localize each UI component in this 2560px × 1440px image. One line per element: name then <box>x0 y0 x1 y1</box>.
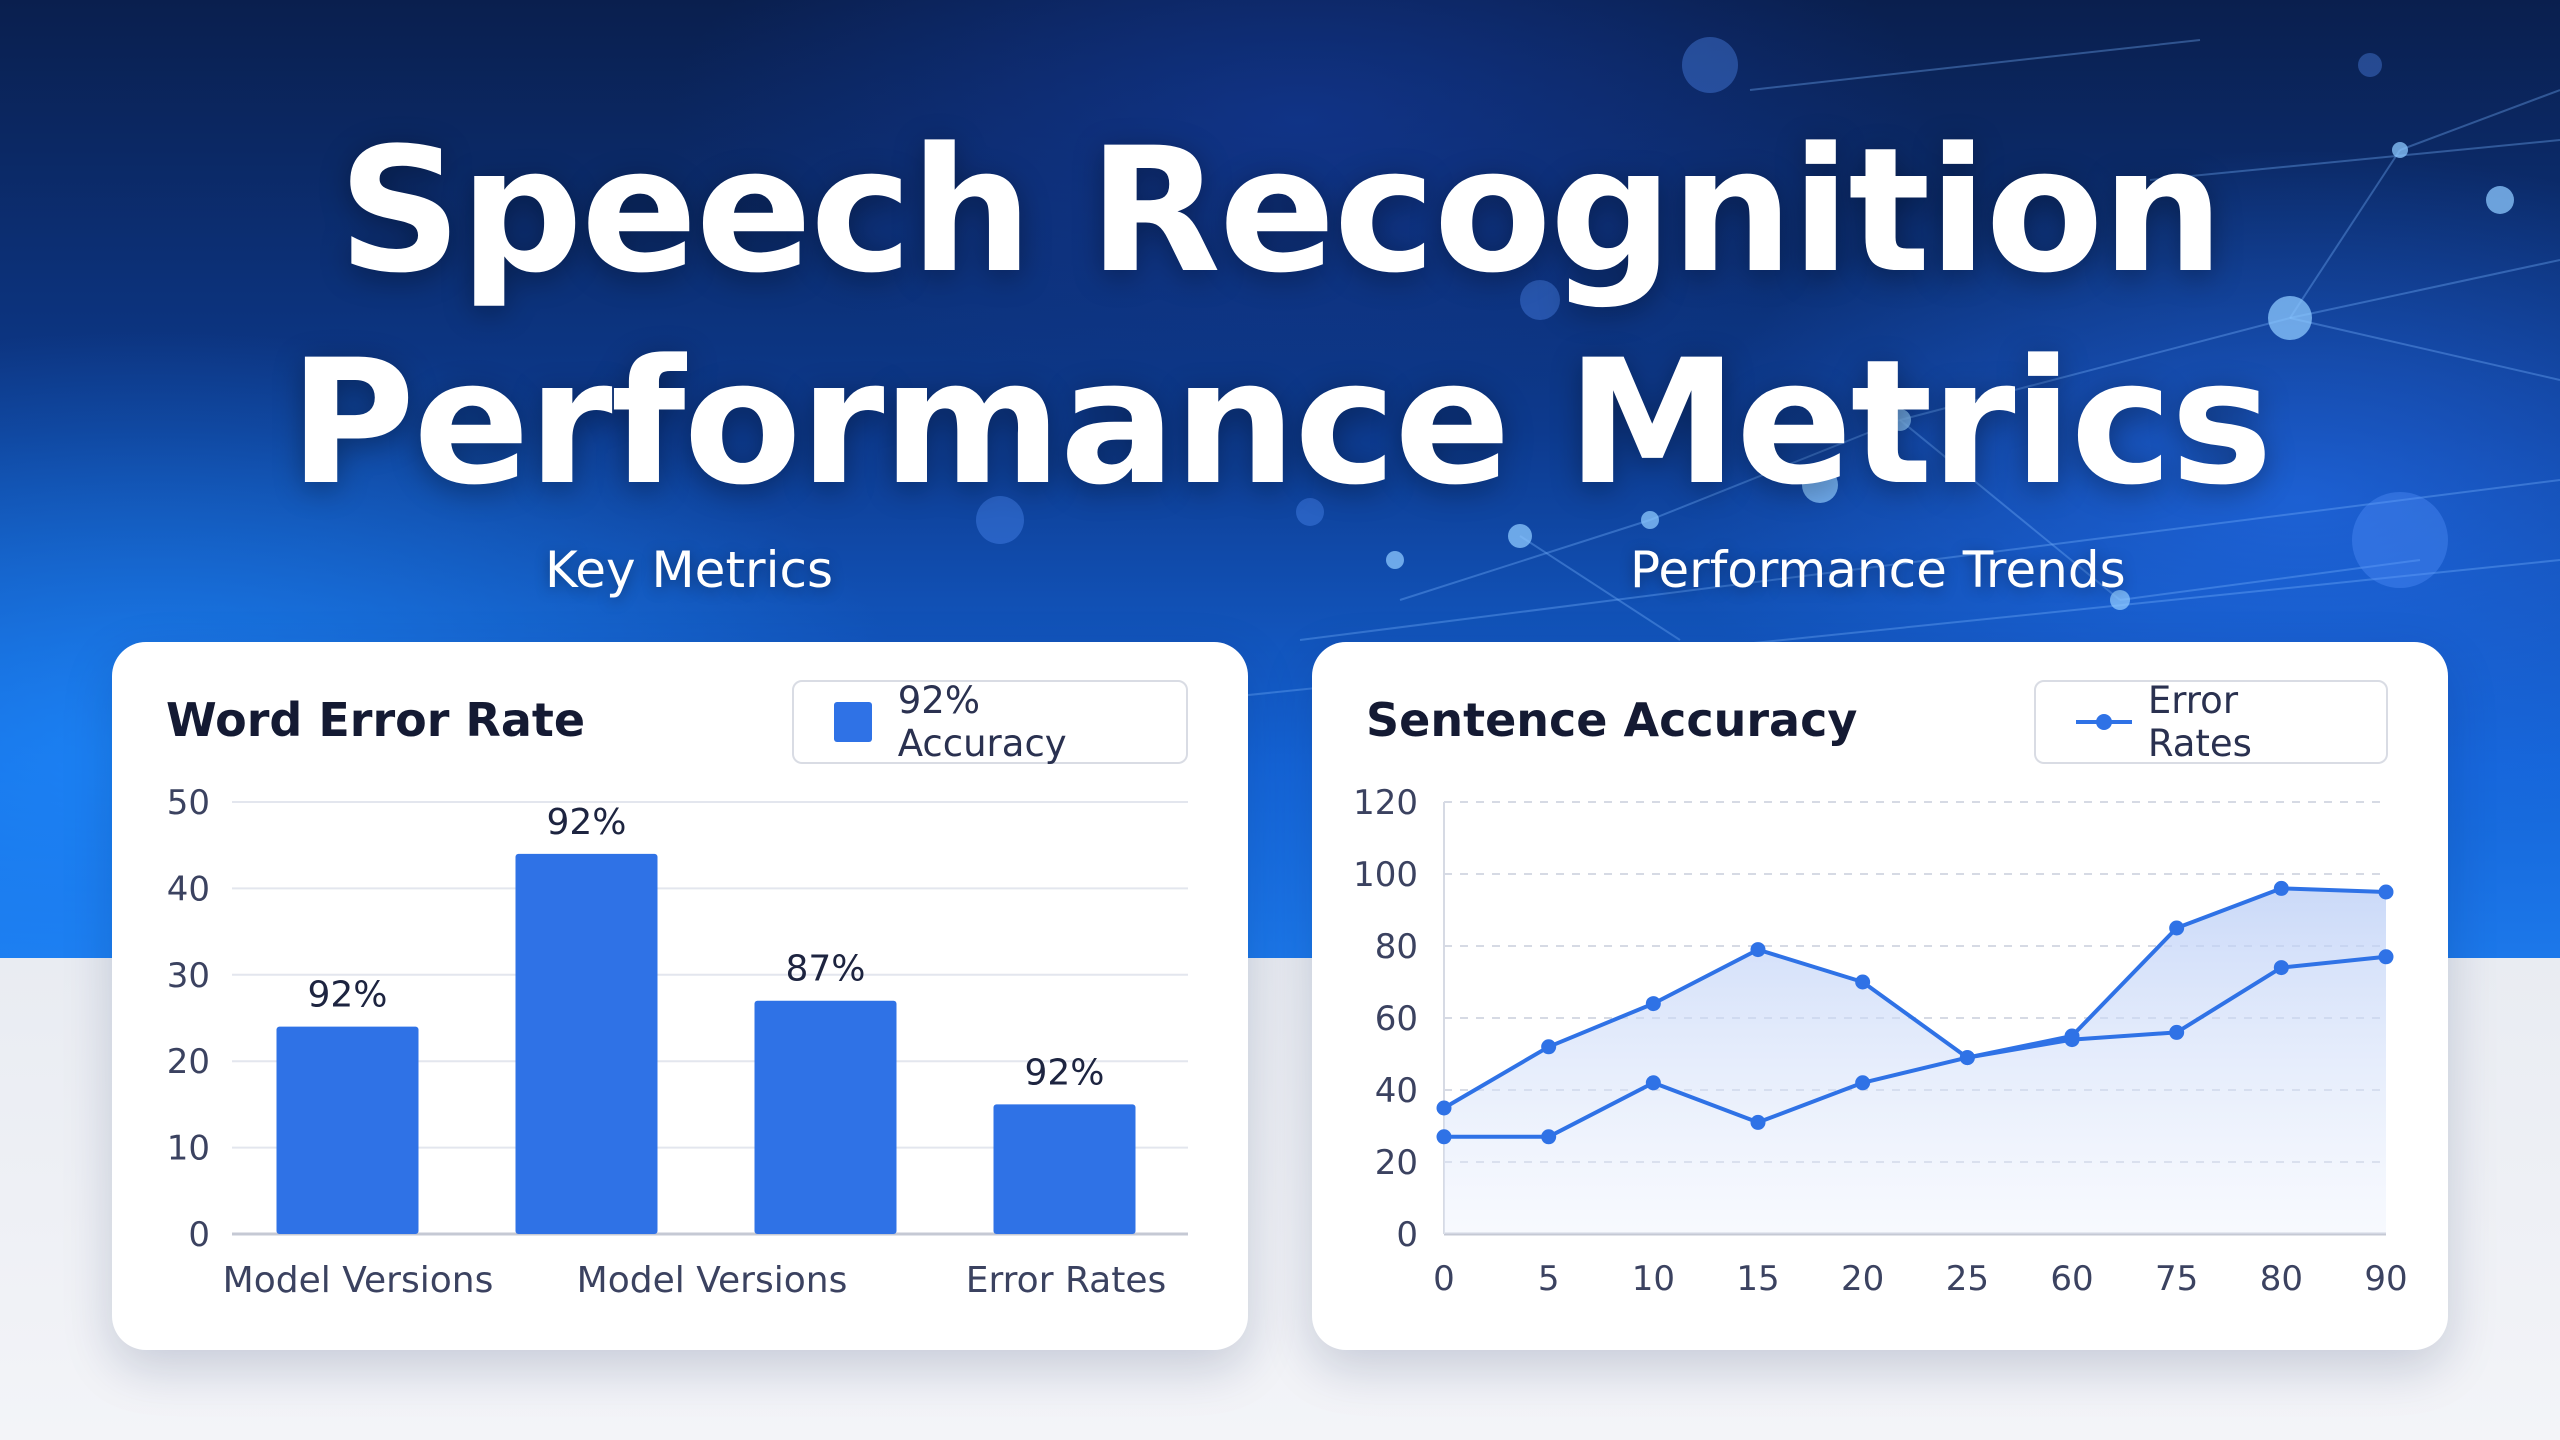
y-tick-label: 0 <box>188 1215 210 1255</box>
x-tick-label: 90 <box>2364 1259 2407 1299</box>
x-category-label: Model Versions <box>577 1260 848 1301</box>
x-tick-label: 15 <box>1736 1259 1779 1299</box>
x-tick-label: 0 <box>1433 1259 1455 1299</box>
data-point <box>1541 1039 1557 1055</box>
data-point <box>1645 1075 1661 1091</box>
page-title-line1: Speech Recognition <box>337 110 2224 311</box>
bar-data-label: 92% <box>1024 1052 1104 1093</box>
data-point <box>2169 920 2185 936</box>
x-tick-label: 60 <box>2050 1259 2093 1299</box>
x-category-label: Error Rates <box>966 1260 1167 1301</box>
legend-label: 92% Accuracy <box>897 679 1067 765</box>
x-tick-label: 5 <box>1538 1259 1560 1299</box>
x-category-label: Model Versions <box>223 1260 494 1301</box>
data-point <box>1855 1075 1871 1091</box>
data-point <box>1855 974 1871 990</box>
page-title-line2: Performance Metrics <box>289 322 2273 523</box>
x-tick-label: 20 <box>1841 1259 1884 1299</box>
data-point <box>1645 996 1661 1012</box>
sentence-accuracy-card: Sentence Accuracy Error Rates 0 20 40 60 80 1… <box>1312 642 2448 1350</box>
y-tick-label: 30 <box>167 956 210 996</box>
legend-line-marker <box>2076 702 2132 742</box>
data-point <box>1750 1114 1766 1130</box>
bar-data-label: 92% <box>307 975 387 1016</box>
bar <box>276 1026 419 1234</box>
data-point <box>2378 884 2394 900</box>
x-tick-label: 80 <box>2260 1259 2303 1299</box>
data-point <box>1436 1100 1452 1116</box>
line-chart: 0 20 40 60 80 100 120 0 5 10 15 20 25 60 75 80 90 <box>1353 783 2408 1299</box>
data-point <box>2169 1024 2185 1040</box>
data-point <box>1959 1050 1975 1066</box>
x-tick-label: 10 <box>1632 1259 1675 1299</box>
y-tick-label: 20 <box>1375 1143 1418 1183</box>
data-point <box>2273 880 2289 896</box>
word-error-rate-card: Word Error Rate 92% Accuracy 0 10 20 30 40 50… <box>112 642 1248 1350</box>
key-metrics-label: Key Metrics <box>545 541 834 599</box>
y-tick-label: 40 <box>1375 1071 1418 1111</box>
x-tick-label: 75 <box>2155 1259 2198 1299</box>
data-point <box>2064 1032 2080 1048</box>
legend-label: Error Rates <box>2147 679 2252 765</box>
network-decoration <box>976 37 2560 701</box>
bar-data-label: 92% <box>546 802 626 843</box>
y-tick-label: 120 <box>1353 783 1418 823</box>
data-point <box>1750 942 1766 958</box>
legend-swatch <box>834 702 872 742</box>
series-line-upper <box>1442 886 2387 1110</box>
bar-data-label: 87% <box>785 949 865 990</box>
y-tick-label: 60 <box>1375 999 1418 1039</box>
line-chart-legend: Error Rates <box>2034 679 2388 765</box>
bar-chart-title: Word Error Rate <box>166 693 586 747</box>
page-title: Speech Recognition Performance Metrics <box>0 105 2560 529</box>
shaded-area <box>1444 888 2386 1234</box>
y-tick-label: 80 <box>1375 927 1418 967</box>
bar-chart: 0 10 20 30 40 50 92% 92% 87% 92% Model Versions Mod… <box>167 783 1188 1301</box>
y-tick-label: 100 <box>1353 855 1418 895</box>
y-tick-label: 40 <box>167 869 210 909</box>
y-tick-label: 10 <box>167 1129 210 1169</box>
x-tick-label: 25 <box>1946 1259 1989 1299</box>
bar-chart-legend: 92% Accuracy <box>792 679 1188 765</box>
y-tick-label: 0 <box>1396 1215 1418 1255</box>
data-point <box>2273 960 2289 976</box>
data-point <box>1541 1129 1557 1145</box>
bar <box>993 1104 1136 1234</box>
y-tick-label: 50 <box>167 783 210 823</box>
line-chart-title: Sentence Accuracy <box>1366 693 1858 747</box>
data-point <box>2378 949 2394 965</box>
performance-trends-label: Performance Trends <box>1630 541 2126 599</box>
bar <box>754 1000 897 1234</box>
bar <box>515 853 658 1234</box>
data-point <box>1436 1129 1452 1145</box>
y-tick-label: 20 <box>167 1042 210 1082</box>
series-line-lower <box>1444 954 2387 1139</box>
